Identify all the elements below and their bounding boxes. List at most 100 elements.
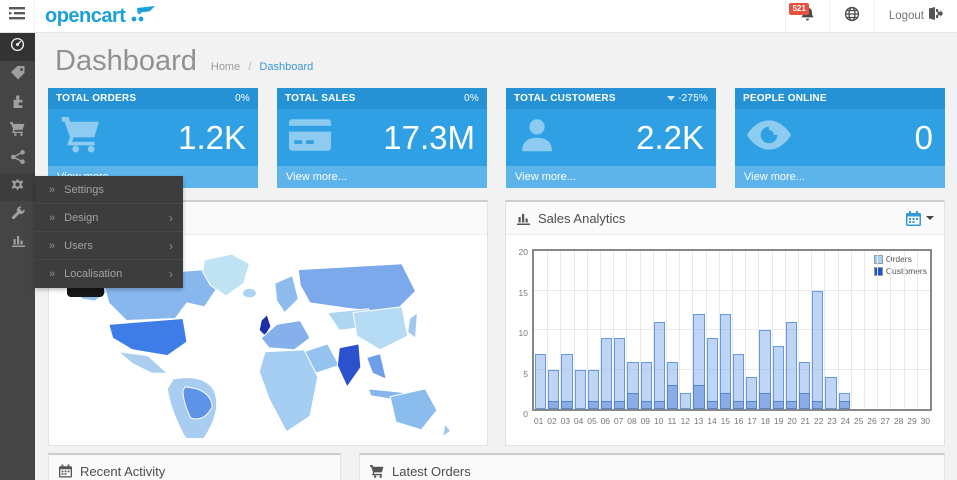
view-more-link[interactable]: View more... <box>277 166 487 188</box>
total-customers-card: TOTAL CUSTOMERS -275% 2.2K View more... <box>506 88 716 188</box>
shopping-cart-icon <box>60 117 102 158</box>
logout-label: Logout <box>888 10 924 22</box>
orders-bar[interactable] <box>574 369 586 409</box>
x-tick-label: 16 <box>733 416 744 426</box>
card-value: 0 <box>914 118 933 156</box>
flyout-item-localisation[interactable]: » Localisation › <box>35 260 183 288</box>
flyout-item-users[interactable]: » Users › <box>35 232 183 260</box>
customers-bar[interactable] <box>759 393 771 409</box>
breadcrumb-current[interactable]: Dashboard <box>259 61 314 73</box>
gridline <box>534 368 930 370</box>
gridline <box>534 329 930 330</box>
sidebar-item-tools[interactable] <box>0 201 35 229</box>
view-more-link[interactable]: View more... <box>735 166 945 188</box>
flyout-item-settings[interactable]: » Settings <box>35 176 183 204</box>
orders-bar[interactable] <box>785 322 798 409</box>
customers-bar[interactable] <box>666 385 679 409</box>
customers-bar[interactable] <box>746 401 758 409</box>
x-tick-label: 26 <box>867 416 877 426</box>
sales-chart-plot[interactable]: Orders Customers <box>532 249 932 411</box>
sales-analytics-panel: Sales Analytics 0 5 10 15 20 01 02 03 04 05 06 07 0… <box>505 200 945 446</box>
recent-activity-header: Recent Activity <box>49 455 340 480</box>
gridline <box>850 251 852 409</box>
sidebar-item-extensions[interactable] <box>0 89 35 117</box>
customers-bar[interactable] <box>600 401 613 409</box>
orders-bar[interactable] <box>825 377 837 409</box>
panel-title: Sales Analytics <box>538 210 626 226</box>
customers-bar[interactable] <box>772 401 784 409</box>
notification-badge: 521 <box>789 3 809 15</box>
flyout-nub <box>67 288 104 297</box>
x-tick-label: 30 <box>920 416 931 426</box>
x-tick-label: 01 <box>533 416 544 426</box>
customers-bar[interactable] <box>798 393 811 409</box>
logout-button[interactable]: Logout <box>873 0 957 32</box>
total-orders-card: TOTAL ORDERS 0% 1.2K View more... <box>48 88 258 188</box>
sidebar-item-marketing[interactable] <box>0 145 35 173</box>
sales-analytics-header: Sales Analytics <box>506 202 944 235</box>
orders-bar[interactable] <box>812 290 824 409</box>
customers-bar[interactable] <box>587 401 600 409</box>
notifications-button[interactable]: 521 <box>784 0 829 32</box>
gridline <box>573 251 575 409</box>
orders-bar[interactable] <box>600 337 613 409</box>
gridline <box>811 251 813 409</box>
x-tick-label: 02 <box>547 416 557 426</box>
page-title: Dashboard <box>55 45 197 77</box>
sidebar-item-sales[interactable] <box>0 117 35 145</box>
customers-bar[interactable] <box>561 401 573 409</box>
sidebar-item-reports[interactable] <box>0 229 35 257</box>
customers-bar[interactable] <box>838 401 850 409</box>
date-range-button[interactable] <box>906 210 934 226</box>
orders-bar[interactable] <box>614 337 626 409</box>
y-tick-label: 5 <box>523 368 528 379</box>
credit-card-icon <box>289 119 331 156</box>
flyout-item-label: Design <box>64 211 99 224</box>
calendar-icon <box>906 210 921 226</box>
orders-bar[interactable] <box>680 393 692 409</box>
sidebar-item-catalog[interactable] <box>0 61 35 89</box>
gridline <box>547 251 549 409</box>
chart-legend: Orders Customers <box>873 254 927 278</box>
language-button[interactable] <box>828 0 874 32</box>
customers-bar[interactable] <box>719 393 732 409</box>
menu-toggle-button[interactable] <box>0 0 35 32</box>
main-content: Dashboard Home / Dashboard TOTAL ORDERS … <box>35 33 957 480</box>
orders-bar[interactable] <box>706 337 718 409</box>
legend-label: Orders <box>885 254 912 264</box>
customers-bar[interactable] <box>812 401 824 409</box>
sidebar <box>0 33 35 480</box>
customers-bar[interactable] <box>785 401 798 409</box>
chevron-right-icon: › <box>169 267 173 281</box>
opencart-logo[interactable]: opencart <box>35 0 165 32</box>
x-tick-label: 17 <box>747 416 757 426</box>
globe-icon <box>844 6 860 27</box>
flyout-item-design[interactable]: » Design › <box>35 204 183 232</box>
orders-bar[interactable] <box>534 353 547 409</box>
orders-bar[interactable] <box>653 322 666 409</box>
customers-bar[interactable] <box>640 401 652 409</box>
wrench-icon <box>11 205 25 225</box>
customers-bar[interactable] <box>548 401 560 409</box>
breadcrumb-home[interactable]: Home <box>210 61 241 73</box>
x-tick-label: 19 <box>773 416 784 426</box>
customers-bar[interactable] <box>653 401 666 409</box>
view-more-link[interactable]: View more... <box>506 166 716 188</box>
gridline <box>599 251 601 409</box>
y-tick-label: 10 <box>518 328 528 338</box>
gridline <box>758 251 760 409</box>
chevron-right-icon: › <box>169 238 173 253</box>
shopping-cart-small-icon <box>10 121 25 141</box>
angles-right-icon: » <box>49 183 56 196</box>
customers-bar[interactable] <box>706 401 718 409</box>
world-map[interactable] <box>58 242 478 438</box>
customers-bar[interactable] <box>627 393 639 409</box>
orders-bar[interactable] <box>772 345 784 409</box>
sidebar-item-dashboard[interactable] <box>0 33 35 61</box>
customers-bar[interactable] <box>732 401 745 409</box>
x-tick-label: 27 <box>880 416 891 426</box>
customers-bar[interactable] <box>614 401 626 409</box>
gridline <box>652 251 654 409</box>
sidebar-item-system[interactable] <box>0 173 35 201</box>
customers-bar[interactable] <box>693 385 705 409</box>
